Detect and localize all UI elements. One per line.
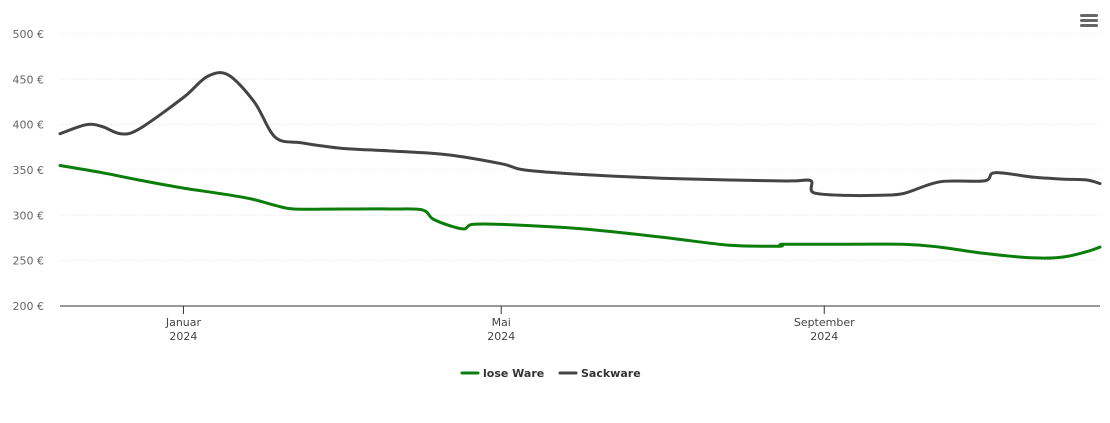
menu-bar: [1080, 19, 1098, 22]
legend-label: Sackware: [581, 367, 641, 380]
legend-item-sackware[interactable]: Sackware: [558, 367, 641, 380]
x-tick-label: Januar: [165, 316, 202, 329]
y-tick-label: 350 €: [13, 164, 45, 177]
x-tick-label: September: [794, 316, 855, 329]
y-tick-label: 450 €: [13, 73, 45, 86]
y-tick-label: 250 €: [13, 255, 45, 268]
legend-item-lose-ware[interactable]: lose Ware: [460, 367, 544, 380]
legend: lose Ware Sackware: [460, 367, 641, 380]
hamburger-menu-icon[interactable]: [1078, 12, 1100, 32]
y-tick-label: 500 €: [13, 28, 45, 41]
y-tick-label: 300 €: [13, 209, 45, 222]
y-tick-label: 200 €: [13, 300, 45, 313]
grid-lines: [60, 33, 1100, 262]
y-axis-labels: 200 € 250 € 300 € 350 € 400 € 450 € 500 €: [13, 28, 45, 313]
x-tick-year: 2024: [810, 330, 838, 343]
legend-label: lose Ware: [483, 367, 544, 380]
x-tick-year: 2024: [169, 330, 197, 343]
x-tick-label: Mai: [492, 316, 511, 329]
series-line-lose-ware: [58, 164, 1102, 260]
series-lines: [58, 71, 1102, 260]
menu-bar: [1080, 14, 1098, 17]
x-tick-year: 2024: [487, 330, 515, 343]
menu-bar: [1080, 24, 1098, 27]
series-line-sackware: [58, 71, 1102, 198]
y-tick-label: 400 €: [13, 119, 45, 132]
